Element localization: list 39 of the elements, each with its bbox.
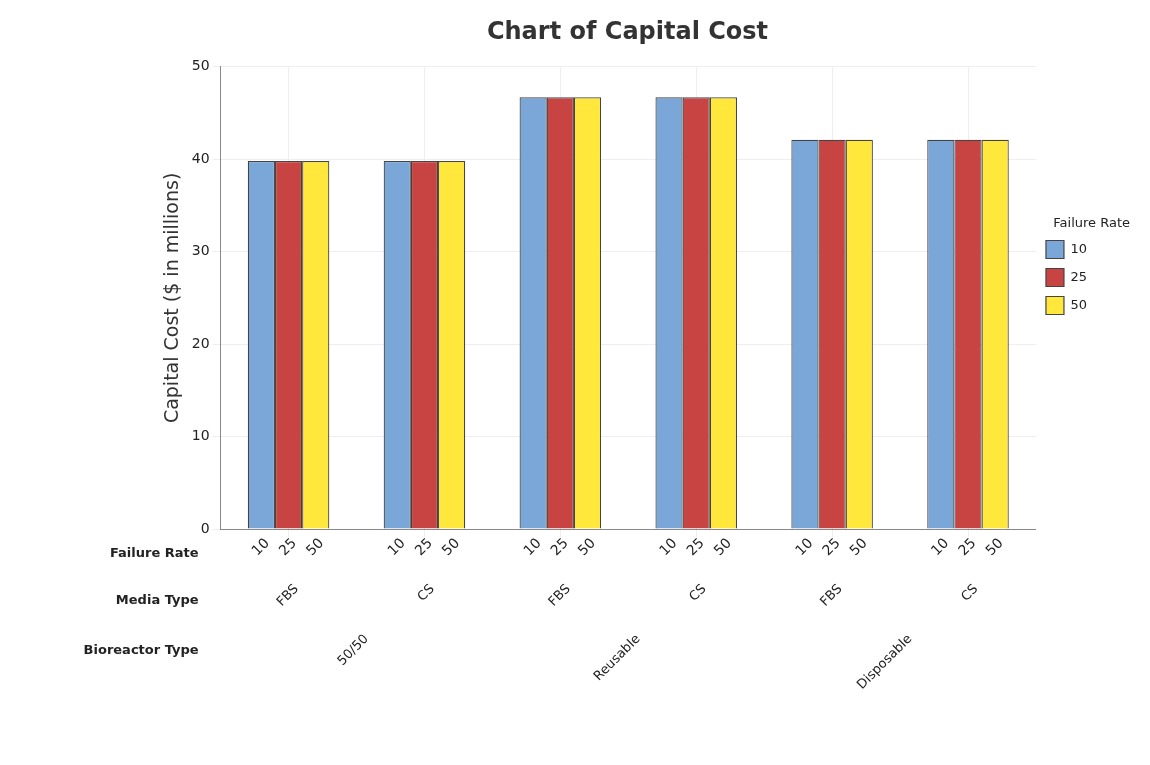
text: 25 [818, 534, 843, 559]
x-tick-label: FBS [273, 580, 302, 609]
text: 25 [411, 534, 436, 559]
text: 50 [710, 534, 735, 559]
legend-title: Failure Rate [1053, 215, 1130, 231]
text: 50 [302, 534, 327, 559]
y-tick-label: 50 [191, 57, 210, 74]
text: 10 [248, 534, 273, 559]
text: 25 [547, 534, 572, 559]
y-tick-label: 30 [191, 242, 210, 259]
text: Failure Rate [109, 545, 199, 561]
text: 10 [927, 534, 952, 559]
legend-label: 25 [1070, 268, 1087, 284]
text: 10 [519, 534, 544, 559]
y-tick-label: 10 [191, 427, 210, 444]
y-tick-label: 0 [200, 519, 210, 536]
x-tick-label: FBS [816, 580, 845, 609]
legend-label: 10 [1070, 240, 1087, 256]
y-tick-label: 40 [191, 149, 210, 166]
text: 25 [275, 534, 300, 559]
text: 10 [791, 534, 816, 559]
chart-title: Chart of Capital Cost [486, 16, 769, 45]
text: Bioreactor Type [83, 642, 199, 658]
text: Media Type [115, 592, 199, 608]
text: 50 [574, 534, 599, 559]
x-tick-label: CS [685, 580, 709, 604]
text: 10 [384, 534, 408, 559]
x-tick-label: CS [957, 580, 981, 604]
y-axis-title: Capital Cost ($ in millions) [160, 172, 183, 424]
text: 50 [438, 534, 463, 559]
x-tick-label: CS [414, 580, 437, 604]
text: 25 [954, 534, 979, 559]
text: 50 [846, 534, 870, 559]
text: 25 [683, 534, 707, 559]
text: 50 [981, 534, 1006, 559]
y-tick-label: 20 [191, 334, 210, 351]
x-tick-label: FBS [544, 580, 573, 609]
legend-label: 50 [1070, 296, 1087, 312]
text: 10 [655, 534, 680, 559]
